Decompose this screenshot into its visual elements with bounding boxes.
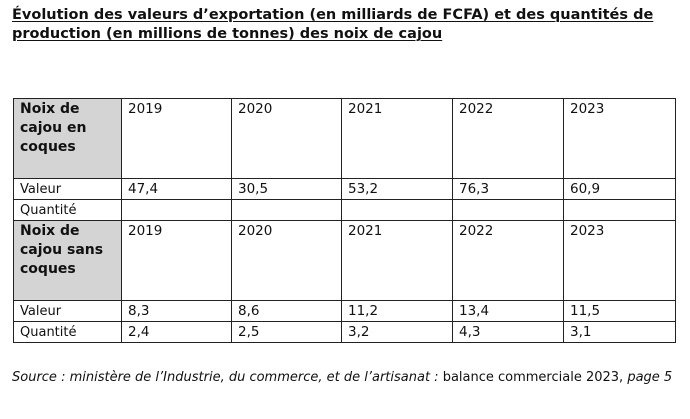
header-cell-shelled: Noix de cajou sans coques (13, 220, 122, 301)
year-cell: 2023 (563, 220, 676, 301)
year-cell: 2021 (341, 220, 453, 301)
quantity-cell (341, 199, 453, 221)
year-cell: 2020 (231, 220, 342, 301)
value-cell: 11,2 (341, 300, 453, 322)
year-cell: 2019 (121, 98, 232, 179)
row-label-value: Valeur (13, 178, 122, 200)
value-cell: 8,6 (231, 300, 342, 322)
value-cell: 60,9 (563, 178, 676, 200)
cashew-data-table: Noix de cajou en coques 2019 2020 2021 2… (13, 98, 676, 343)
value-cell: 8,3 (121, 300, 232, 322)
value-cell: 76,3 (452, 178, 564, 200)
year-cell: 2020 (231, 98, 342, 179)
year-cell: 2022 (452, 98, 564, 179)
quantity-cell (452, 199, 564, 221)
year-cell: 2023 (563, 98, 676, 179)
value-cell: 53,2 (341, 178, 453, 200)
year-cell: 2022 (452, 220, 564, 301)
row-label-quantity: Quantité (13, 321, 122, 343)
year-cell: 2021 (341, 98, 453, 179)
year-cell: 2019 (121, 220, 232, 301)
table-title: Évolution des valeurs d’exportation (en … (12, 7, 654, 42)
source-note: Source : ministère de l’Industrie, du co… (12, 368, 680, 387)
quantity-cell: 2,4 (121, 321, 232, 343)
source-prefix: Source : ministère de l’Industrie, du co… (12, 370, 439, 385)
quantity-cell: 3,2 (341, 321, 453, 343)
quantity-cell (563, 199, 676, 221)
quantity-cell: 4,3 (452, 321, 564, 343)
header-cell-in-shell: Noix de cajou en coques (13, 98, 122, 179)
value-cell: 13,4 (452, 300, 564, 322)
value-cell: 47,4 (121, 178, 232, 200)
quantity-cell (231, 199, 342, 221)
table-row: Quantité 2,4 2,5 3,2 4,3 3,1 (13, 321, 676, 343)
table-row: Valeur 8,3 8,6 11,2 13,4 11,5 (13, 300, 676, 322)
source-title: balance commerciale 2023, (438, 370, 624, 385)
table-row: Noix de cajou sans coques 2019 2020 2021… (13, 220, 676, 301)
row-label-value: Valeur (13, 300, 122, 322)
quantity-cell: 2,5 (231, 321, 342, 343)
source-page: page 5 (623, 370, 673, 385)
value-cell: 30,5 (231, 178, 342, 200)
value-cell: 11,5 (563, 300, 676, 322)
quantity-cell (121, 199, 232, 221)
table-row: Valeur 47,4 30,5 53,2 76,3 60,9 (13, 178, 676, 200)
quantity-cell: 3,1 (563, 321, 676, 343)
row-label-quantity: Quantité (13, 199, 122, 221)
table-row: Noix de cajou en coques 2019 2020 2021 2… (13, 98, 676, 179)
table-row: Quantité (13, 199, 676, 221)
